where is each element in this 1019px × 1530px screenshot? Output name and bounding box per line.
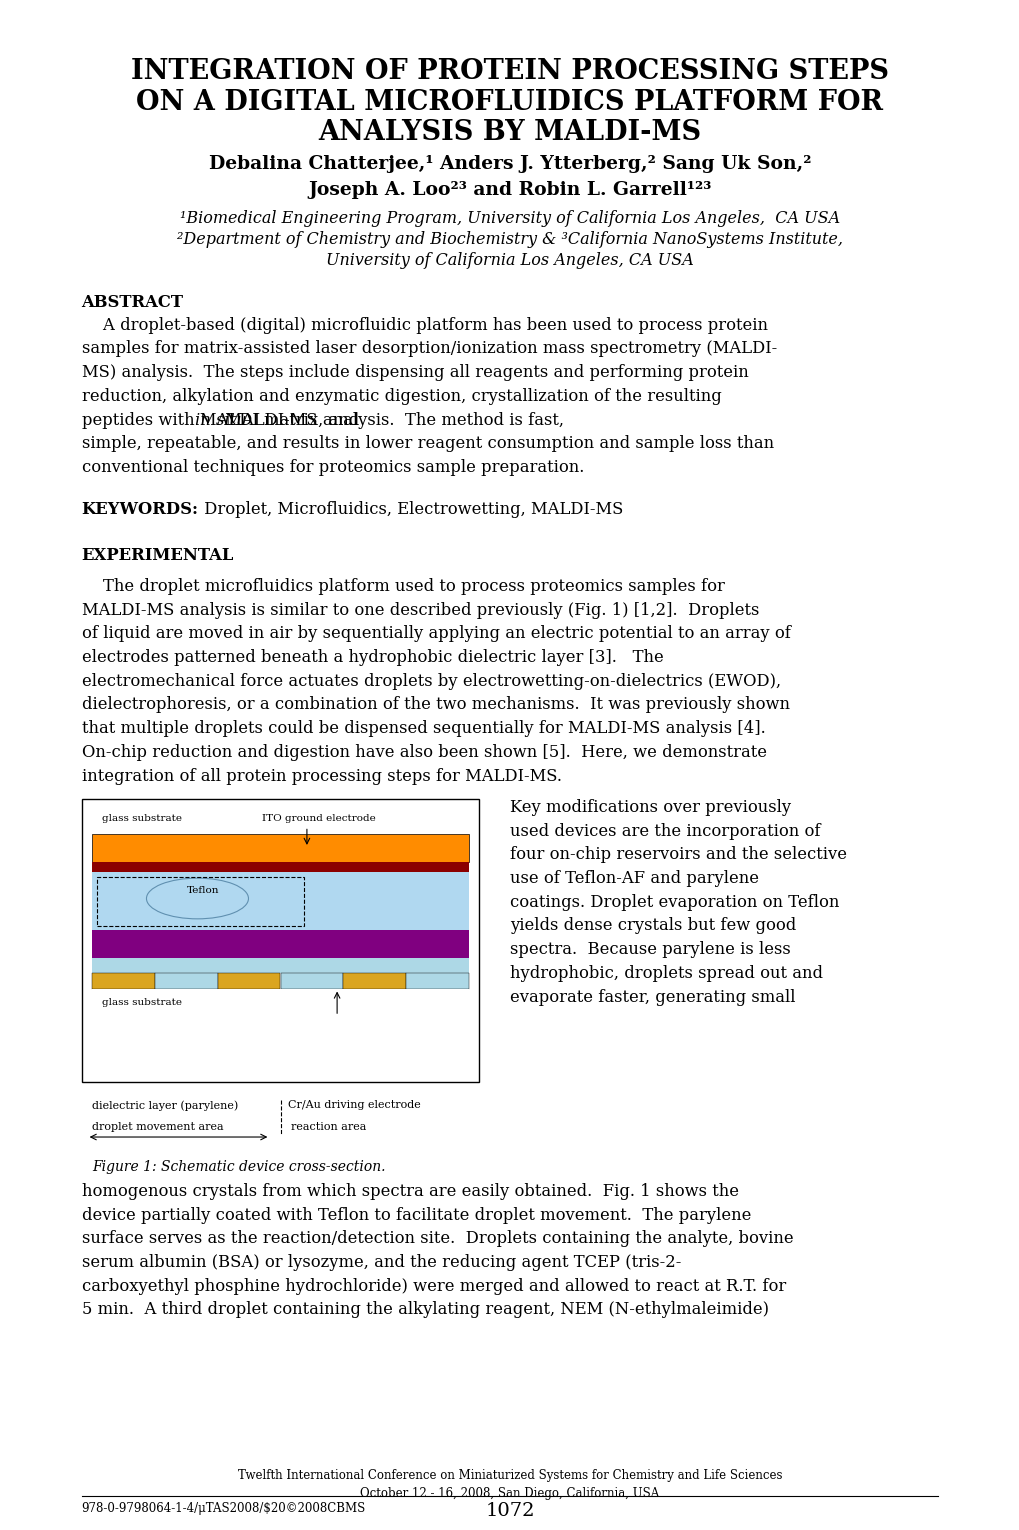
Text: ABSTRACT: ABSTRACT	[82, 294, 183, 311]
Text: surface serves as the reaction/detection site.  Droplets containing the analyte,: surface serves as the reaction/detection…	[82, 1230, 793, 1247]
Text: electromechanical force actuates droplets by electrowetting-on-dielectrics (EWOD: electromechanical force actuates droplet…	[82, 673, 780, 690]
Text: evaporate faster, generating small: evaporate faster, generating small	[510, 988, 795, 1005]
Text: glass substrate: glass substrate	[102, 998, 181, 1007]
Text: simple, repeatable, and results in lower reagent consumption and sample loss tha: simple, repeatable, and results in lower…	[82, 435, 773, 453]
Text: KEYWORDS:: KEYWORDS:	[82, 500, 199, 519]
Text: Droplet, Microfluidics, Electrowetting, MALDI-MS: Droplet, Microfluidics, Electrowetting, …	[199, 500, 623, 519]
Text: University of California Los Angeles, CA USA: University of California Los Angeles, CA…	[326, 252, 693, 269]
Text: October 12 - 16, 2008, San Diego, California, USA: October 12 - 16, 2008, San Diego, Califo…	[360, 1487, 659, 1499]
Text: electrodes patterned beneath a hydrophobic dielectric layer [3].   The: electrodes patterned beneath a hydrophob…	[82, 649, 662, 666]
Bar	[92, 958, 469, 973]
Bar	[280, 973, 343, 988]
Bar	[343, 973, 406, 988]
Text: peptides with MALDI matrix, and: peptides with MALDI matrix, and	[82, 412, 364, 428]
Text: that multiple droplets could be dispensed sequentially for MALDI-MS analysis [4]: that multiple droplets could be dispense…	[82, 721, 764, 737]
Text: serum albumin (BSA) or lysozyme, and the reducing agent TCEP (tris-2-: serum albumin (BSA) or lysozyme, and the…	[82, 1255, 681, 1271]
Bar	[155, 973, 217, 988]
Text: ON A DIGITAL MICROFLUIDICS PLATFORM FOR: ON A DIGITAL MICROFLUIDICS PLATFORM FOR	[137, 89, 882, 116]
Text: coatings. Droplet evaporation on Teflon: coatings. Droplet evaporation on Teflon	[510, 894, 839, 910]
Text: On-chip reduction and digestion have also been shown [5].  Here, we demonstrate: On-chip reduction and digestion have als…	[82, 744, 766, 760]
Text: yields dense crystals but few good: yields dense crystals but few good	[510, 918, 796, 935]
Text: Figure 1: Schematic device cross-section.: Figure 1: Schematic device cross-section…	[92, 1160, 385, 1174]
Text: ²Department of Chemistry and Biochemistry & ³California NanoSystems Institute,: ²Department of Chemistry and Biochemistr…	[177, 231, 842, 248]
Text: A droplet-based (digital) microfluidic platform has been used to process protein: A droplet-based (digital) microfluidic p…	[82, 317, 767, 334]
Bar	[92, 973, 155, 988]
Text: of liquid are moved in air by sequentially applying an electric potential to an : of liquid are moved in air by sequential…	[82, 626, 790, 643]
Bar	[217, 973, 280, 988]
Text: MALDI-MS analysis.  The method is fast,: MALDI-MS analysis. The method is fast,	[220, 412, 564, 428]
Bar	[92, 988, 469, 1016]
Bar	[97, 877, 305, 926]
Bar	[92, 834, 469, 861]
Text: Twelfth International Conference on Miniaturized Systems for Chemistry and Life : Twelfth International Conference on Mini…	[237, 1469, 782, 1481]
Text: Joseph A. Loo²³ and Robin L. Garrell¹²³: Joseph A. Loo²³ and Robin L. Garrell¹²³	[308, 181, 711, 199]
Ellipse shape	[147, 878, 249, 920]
Text: EXPERIMENTAL: EXPERIMENTAL	[82, 546, 233, 565]
Text: 5 min.  A third droplet containing the alkylating reagent, NEM (N-ethylmaleimide: 5 min. A third droplet containing the al…	[82, 1302, 768, 1319]
Text: MS) analysis.  The steps include dispensing all reagents and performing protein: MS) analysis. The steps include dispensi…	[82, 364, 748, 381]
Text: ITO ground electrode: ITO ground electrode	[262, 814, 375, 823]
Text: use of Teflon-AF and parylene: use of Teflon-AF and parylene	[510, 871, 758, 887]
Text: Teflon: Teflon	[187, 886, 219, 895]
Bar	[92, 861, 469, 872]
Text: in situ: in situ	[195, 412, 247, 428]
Text: reaction area: reaction area	[290, 1121, 366, 1132]
Text: reduction, alkylation and enzymatic digestion, crystallization of the resulting: reduction, alkylation and enzymatic dige…	[82, 387, 720, 405]
Text: 1072: 1072	[485, 1502, 534, 1521]
Text: integration of all protein processing steps for MALDI-MS.: integration of all protein processing st…	[82, 768, 561, 785]
Text: MALDI-MS analysis is similar to one described previously (Fig. 1) [1,2].  Drople: MALDI-MS analysis is similar to one desc…	[82, 601, 758, 618]
Text: Debalina Chatterjee,¹ Anders J. Ytterberg,² Sang Uk Son,²: Debalina Chatterjee,¹ Anders J. Ytterber…	[209, 155, 810, 173]
Bar	[92, 872, 469, 930]
Bar	[406, 973, 469, 988]
Bar	[92, 930, 469, 958]
Text: carboxyethyl phosphine hydrochloride) were merged and allowed to react at R.T. f: carboxyethyl phosphine hydrochloride) we…	[82, 1278, 785, 1294]
Text: glass substrate: glass substrate	[102, 814, 181, 823]
Text: droplet movement area: droplet movement area	[92, 1121, 223, 1132]
Text: The droplet microfluidics platform used to process proteomics samples for: The droplet microfluidics platform used …	[82, 578, 723, 595]
Text: homogenous crystals from which spectra are easily obtained.  Fig. 1 shows the: homogenous crystals from which spectra a…	[82, 1183, 738, 1200]
Text: spectra.  Because parylene is less: spectra. Because parylene is less	[510, 941, 790, 958]
Text: hydrophobic, droplets spread out and: hydrophobic, droplets spread out and	[510, 965, 822, 982]
Text: ANALYSIS BY MALDI-MS: ANALYSIS BY MALDI-MS	[318, 119, 701, 147]
Bar	[82, 799, 479, 1082]
Text: Key modifications over previously: Key modifications over previously	[510, 799, 791, 815]
Text: conventional techniques for proteomics sample preparation.: conventional techniques for proteomics s…	[82, 459, 584, 476]
Text: dielectric layer (parylene): dielectric layer (parylene)	[92, 1100, 237, 1111]
Text: INTEGRATION OF PROTEIN PROCESSING STEPS: INTEGRATION OF PROTEIN PROCESSING STEPS	[130, 58, 889, 86]
Text: dielectrophoresis, or a combination of the two mechanisms.  It was previously sh: dielectrophoresis, or a combination of t…	[82, 696, 789, 713]
Text: four on-chip reservoirs and the selective: four on-chip reservoirs and the selectiv…	[510, 846, 846, 863]
Text: ¹Biomedical Engineering Program, University of California Los Angeles,  CA USA: ¹Biomedical Engineering Program, Univers…	[179, 210, 840, 226]
Text: 978-0-9798064-1-4/μTAS2008/$20©2008CBMS: 978-0-9798064-1-4/μTAS2008/$20©2008CBMS	[82, 1502, 366, 1515]
Text: device partially coated with Teflon to facilitate droplet movement.  The parylen: device partially coated with Teflon to f…	[82, 1207, 750, 1224]
Text: Cr/Au driving electrode: Cr/Au driving electrode	[287, 1100, 421, 1111]
Text: used devices are the incorporation of: used devices are the incorporation of	[510, 823, 819, 840]
Text: samples for matrix-assisted laser desorption/ionization mass spectrometry (MALDI: samples for matrix-assisted laser desorp…	[82, 341, 776, 358]
